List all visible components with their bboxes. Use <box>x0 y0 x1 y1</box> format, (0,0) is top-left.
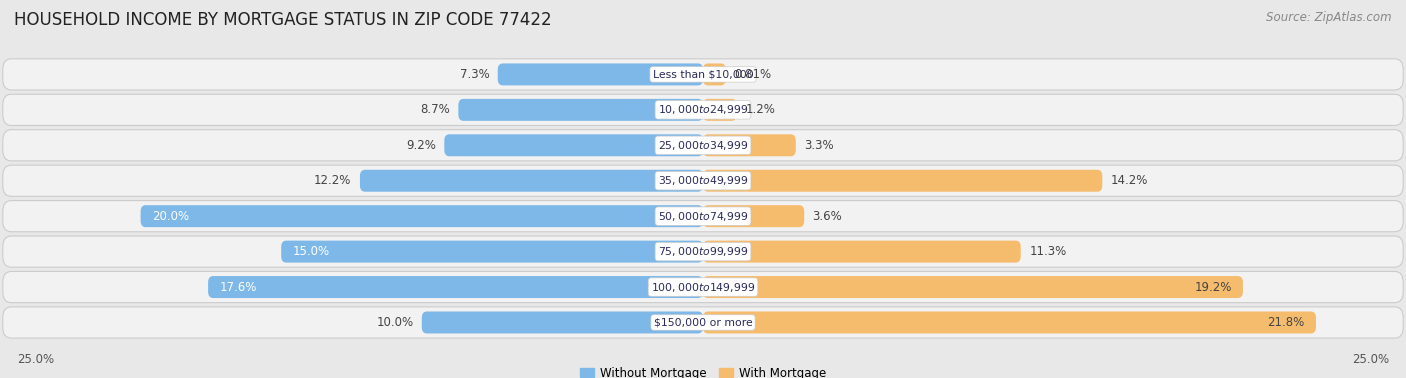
FancyBboxPatch shape <box>703 276 1243 298</box>
FancyBboxPatch shape <box>360 170 703 192</box>
Text: 25.0%: 25.0% <box>17 353 53 366</box>
Text: 14.2%: 14.2% <box>1111 174 1149 187</box>
FancyBboxPatch shape <box>703 311 1316 333</box>
FancyBboxPatch shape <box>458 99 703 121</box>
FancyBboxPatch shape <box>3 271 1403 303</box>
Text: $10,000 to $24,999: $10,000 to $24,999 <box>658 103 748 116</box>
Text: Source: ZipAtlas.com: Source: ZipAtlas.com <box>1267 11 1392 24</box>
FancyBboxPatch shape <box>3 130 1403 161</box>
Text: 21.8%: 21.8% <box>1268 316 1305 329</box>
Text: 12.2%: 12.2% <box>314 174 352 187</box>
FancyBboxPatch shape <box>3 201 1403 232</box>
FancyBboxPatch shape <box>703 99 737 121</box>
FancyBboxPatch shape <box>703 64 725 85</box>
FancyBboxPatch shape <box>703 134 796 156</box>
FancyBboxPatch shape <box>3 59 1403 90</box>
Text: 25.0%: 25.0% <box>1353 353 1389 366</box>
Text: 0.81%: 0.81% <box>734 68 772 81</box>
Text: 11.3%: 11.3% <box>1029 245 1066 258</box>
Text: HOUSEHOLD INCOME BY MORTGAGE STATUS IN ZIP CODE 77422: HOUSEHOLD INCOME BY MORTGAGE STATUS IN Z… <box>14 11 551 29</box>
Text: 17.6%: 17.6% <box>219 280 257 294</box>
FancyBboxPatch shape <box>703 170 1102 192</box>
Text: 7.3%: 7.3% <box>460 68 489 81</box>
Text: $50,000 to $74,999: $50,000 to $74,999 <box>658 210 748 223</box>
FancyBboxPatch shape <box>444 134 703 156</box>
Text: 15.0%: 15.0% <box>292 245 329 258</box>
FancyBboxPatch shape <box>703 205 804 227</box>
FancyBboxPatch shape <box>3 165 1403 196</box>
FancyBboxPatch shape <box>498 64 703 85</box>
FancyBboxPatch shape <box>3 236 1403 267</box>
Legend: Without Mortgage, With Mortgage: Without Mortgage, With Mortgage <box>581 367 825 378</box>
Text: 3.6%: 3.6% <box>813 210 842 223</box>
Text: 1.2%: 1.2% <box>745 103 775 116</box>
FancyBboxPatch shape <box>422 311 703 333</box>
FancyBboxPatch shape <box>3 307 1403 338</box>
FancyBboxPatch shape <box>281 241 703 263</box>
Text: $150,000 or more: $150,000 or more <box>654 318 752 327</box>
Text: 10.0%: 10.0% <box>377 316 413 329</box>
Text: Less than $10,000: Less than $10,000 <box>652 70 754 79</box>
Text: 8.7%: 8.7% <box>420 103 450 116</box>
Text: $35,000 to $49,999: $35,000 to $49,999 <box>658 174 748 187</box>
Text: $25,000 to $34,999: $25,000 to $34,999 <box>658 139 748 152</box>
FancyBboxPatch shape <box>703 241 1021 263</box>
Text: 19.2%: 19.2% <box>1194 280 1232 294</box>
FancyBboxPatch shape <box>208 276 703 298</box>
FancyBboxPatch shape <box>141 205 703 227</box>
Text: $100,000 to $149,999: $100,000 to $149,999 <box>651 280 755 294</box>
Text: 20.0%: 20.0% <box>152 210 188 223</box>
Text: 3.3%: 3.3% <box>804 139 834 152</box>
Text: 9.2%: 9.2% <box>406 139 436 152</box>
FancyBboxPatch shape <box>3 94 1403 125</box>
Text: $75,000 to $99,999: $75,000 to $99,999 <box>658 245 748 258</box>
